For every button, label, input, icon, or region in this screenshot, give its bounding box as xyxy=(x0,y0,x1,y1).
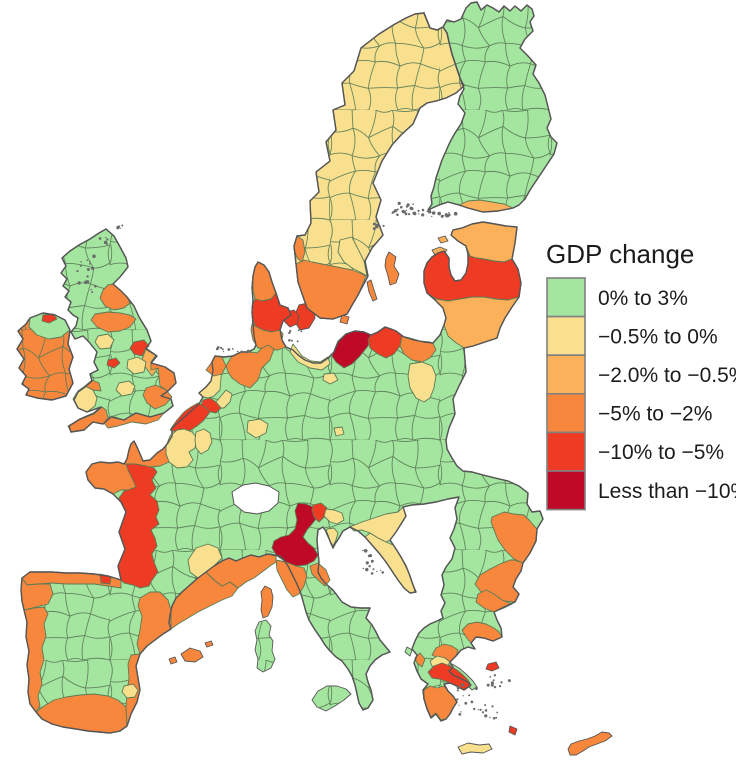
svg-text:−5% to −2%: −5% to −2% xyxy=(598,403,712,426)
svg-text:0% to 3%: 0% to 3% xyxy=(598,287,688,310)
svg-text:Less than −10%: Less than −10% xyxy=(598,480,736,503)
svg-text:−10% to −5%: −10% to −5% xyxy=(598,441,724,464)
svg-text:−0.5% to 0%: −0.5% to 0% xyxy=(598,325,718,348)
svg-text:−2.0% to −0.5%: −2.0% to −0.5% xyxy=(598,364,736,387)
svg-text:GDP change: GDP change xyxy=(546,239,694,269)
